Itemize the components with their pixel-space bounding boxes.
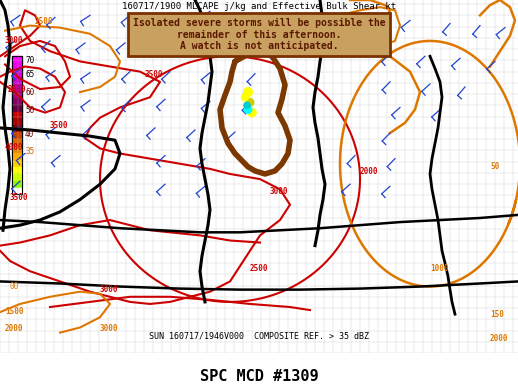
Text: 1000: 1000: [430, 264, 449, 273]
Bar: [12, 63, 22, 70]
Point: [243, 102, 251, 109]
Bar: [12, 139, 22, 146]
Point: [244, 106, 252, 113]
Bar: [12, 118, 22, 125]
Text: 2000: 2000: [490, 334, 509, 343]
Bar: [12, 146, 22, 153]
Bar: [12, 187, 22, 194]
Text: 60: 60: [25, 88, 34, 97]
Point: [246, 99, 254, 106]
Bar: [12, 132, 22, 139]
Bar: [12, 98, 22, 105]
Bar: [12, 153, 22, 160]
Bar: [12, 174, 22, 181]
Bar: [12, 56, 22, 63]
Text: 3000: 3000: [100, 324, 119, 333]
Bar: [12, 112, 22, 118]
Text: 2000: 2000: [5, 324, 23, 333]
Text: 35: 35: [25, 147, 34, 156]
Text: SPC MCD #1309: SPC MCD #1309: [199, 369, 319, 384]
Bar: [12, 160, 22, 167]
Text: 4000: 4000: [5, 144, 23, 152]
Text: 150: 150: [490, 310, 504, 319]
Text: 3000: 3000: [270, 187, 289, 196]
Text: 40: 40: [25, 130, 34, 139]
Text: 500: 500: [375, 19, 389, 28]
Bar: [12, 105, 22, 112]
Text: 50: 50: [490, 162, 499, 171]
Text: Isolated severe storms will be possible the
remainder of this afternoon.
A watch: Isolated severe storms will be possible …: [133, 18, 385, 51]
Bar: [12, 56, 22, 194]
Text: 70: 70: [25, 56, 34, 65]
Text: 00: 00: [10, 282, 19, 291]
Text: SUN 160717/1946V000  COMPOSITE REF. > 35 dBZ: SUN 160717/1946V000 COMPOSITE REF. > 35 …: [149, 332, 369, 341]
Text: 2500: 2500: [35, 17, 53, 26]
Point: [244, 89, 252, 95]
Text: 160717/1900 MLCAPE j/kg and Effective Bulk Shear kt: 160717/1900 MLCAPE j/kg and Effective Bu…: [122, 2, 396, 11]
Bar: [12, 84, 22, 91]
Point: [241, 94, 249, 100]
Text: 3500: 3500: [10, 192, 28, 202]
Text: 3000: 3000: [5, 36, 23, 45]
Text: 65: 65: [25, 70, 34, 79]
Point: [248, 109, 256, 116]
Bar: [12, 125, 22, 132]
Bar: [12, 77, 22, 84]
Text: 1500: 1500: [5, 307, 23, 316]
Text: 3500: 3500: [145, 70, 164, 79]
Bar: [12, 181, 22, 187]
Bar: [12, 167, 22, 174]
Text: 2500: 2500: [250, 264, 268, 273]
Text: 50: 50: [25, 106, 34, 115]
Text: 3000: 3000: [100, 285, 119, 294]
Text: 3500: 3500: [50, 121, 68, 130]
Bar: [12, 70, 22, 77]
Bar: [12, 91, 22, 98]
Text: 2000: 2000: [360, 167, 379, 176]
Text: 2000: 2000: [8, 85, 26, 94]
